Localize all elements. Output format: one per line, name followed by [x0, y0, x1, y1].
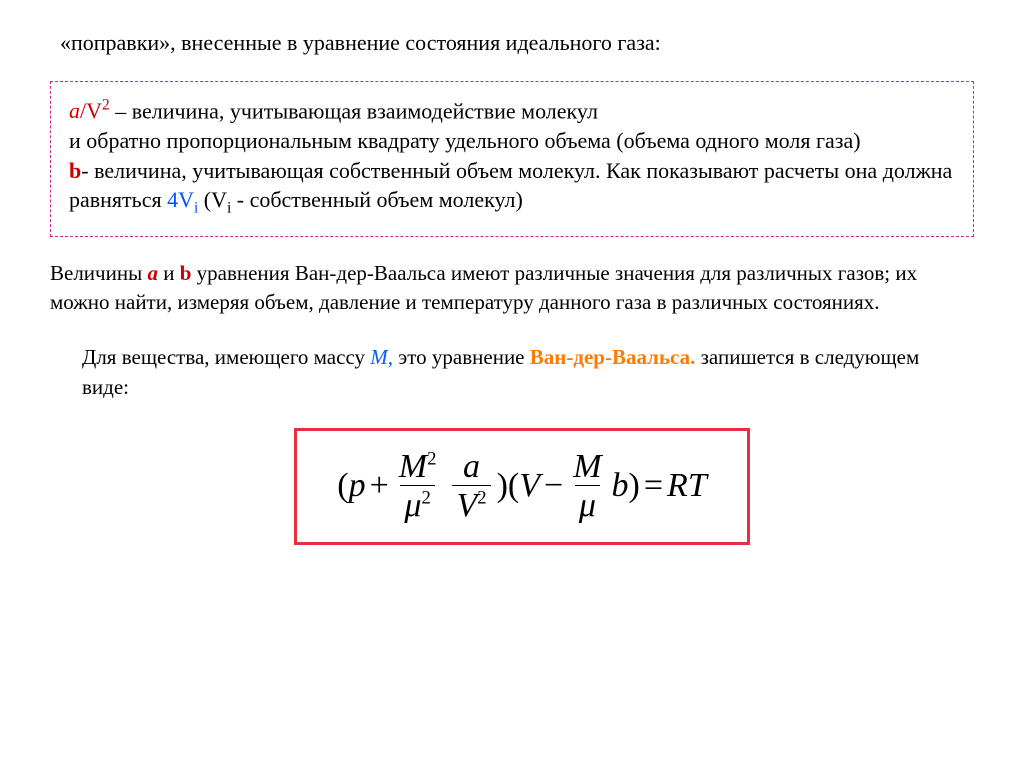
definition-box: a/V2 – величина, учитывающая взаимодейст…	[50, 81, 974, 237]
b-symbol: b	[180, 261, 192, 285]
b-term: b	[69, 158, 81, 183]
equation-container: ( p + M2 μ2 a V2 )( V − M μ b ) =	[60, 428, 984, 544]
paragraph-2: Для вещества, имеющего массу M, это урав…	[82, 343, 944, 402]
four-vi: 4Vi	[167, 187, 198, 212]
frac-M-mu: M μ	[569, 449, 605, 523]
frac-a-V2: a V2	[452, 449, 490, 523]
a-symbol: a	[147, 261, 158, 285]
vdw-equation: ( p + M2 μ2 a V2 )( V − M μ b ) =	[294, 428, 749, 544]
mass-M: M,	[370, 345, 393, 369]
frac-M2-mu2: M2 μ2	[395, 449, 441, 523]
paren-open: (	[198, 187, 211, 212]
a-term: a/V2	[69, 98, 110, 123]
b-desc-end: - собственный объем молекул)	[231, 187, 523, 212]
vi-paren: Vi	[211, 187, 231, 212]
vdw-name: Ван-дер-Ваальса.	[530, 345, 696, 369]
page-title: «поправки», внесенные в уравнение состоя…	[60, 30, 984, 56]
a-desc-1: – величина, учитывающая взаимодействие м…	[110, 98, 598, 123]
a-desc-2: и обратно пропорциональным квадрату удел…	[69, 128, 861, 153]
paragraph-1: Величины a и b уравнения Ван-дер-Ваальса…	[50, 259, 964, 318]
